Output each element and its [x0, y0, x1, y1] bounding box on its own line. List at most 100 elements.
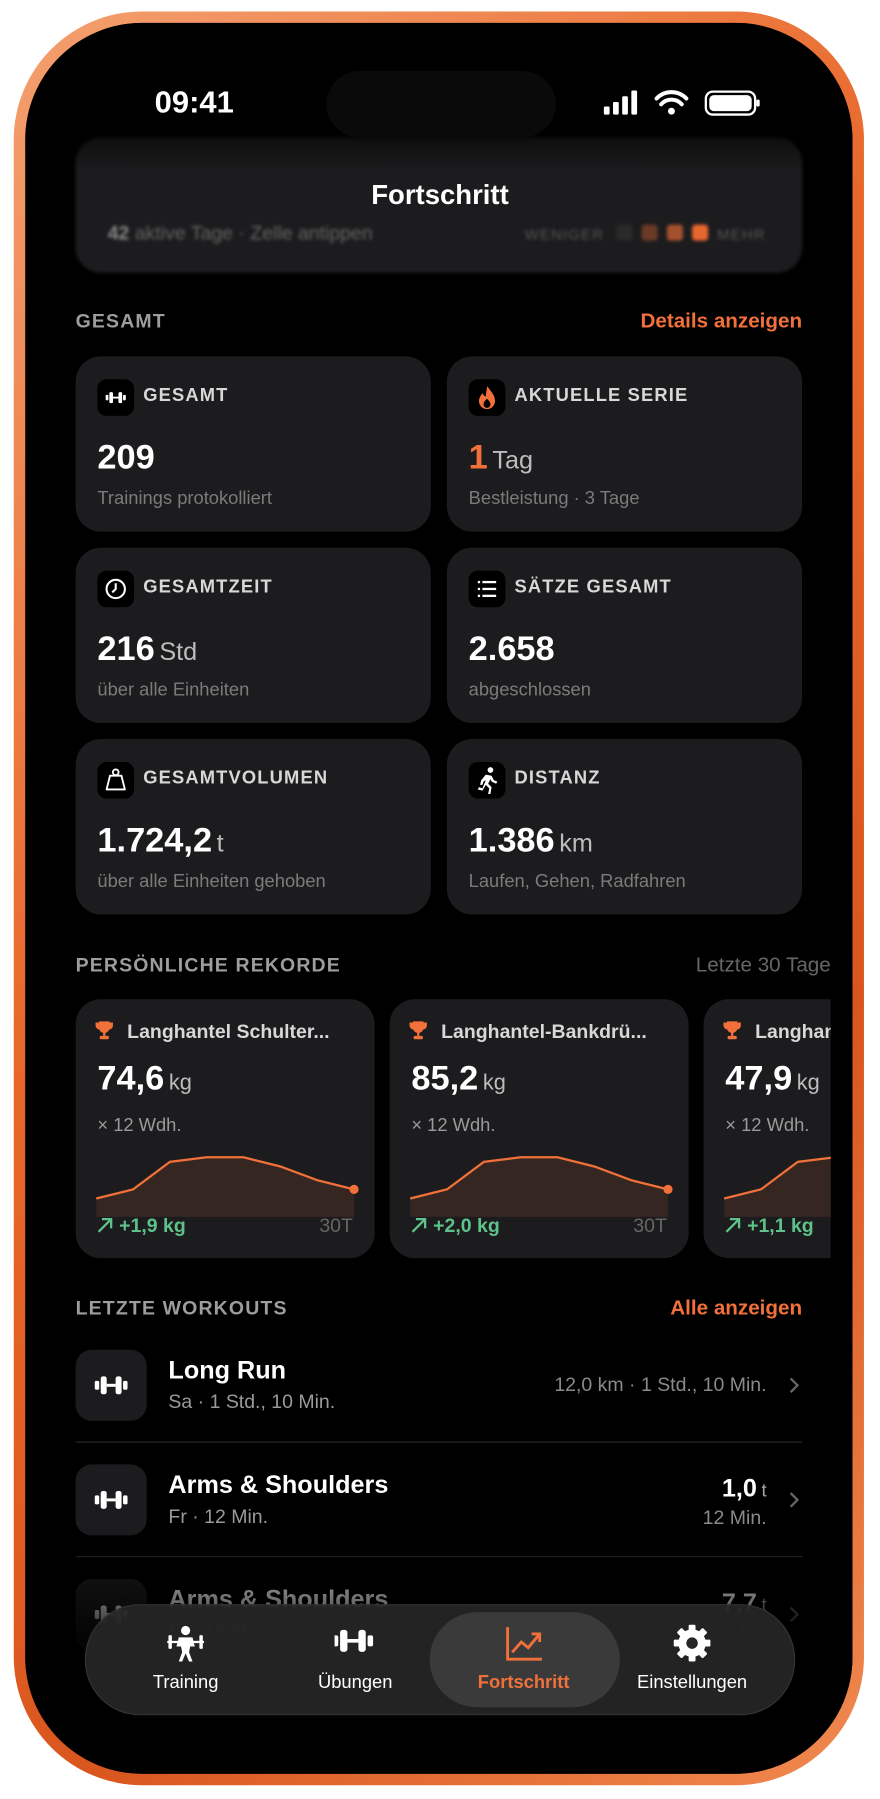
icon-box — [468, 761, 506, 799]
icon-box — [468, 379, 506, 416]
icon-part — [181, 1625, 191, 1636]
icon-part — [477, 767, 498, 795]
workout-unit: t — [761, 1481, 767, 1502]
section-title: LETZTE WORKOUTS — [75, 1297, 288, 1319]
workout-row[interactable]: Long Run Sa · 1 Std., 10 Min. 12,0 km · 1 … — [75, 1349, 802, 1423]
icon — [477, 580, 497, 597]
icon — [673, 1624, 711, 1662]
icon-part — [95, 1021, 113, 1034]
icon-part — [106, 1383, 116, 1387]
stat-value-row: 209 — [97, 439, 154, 478]
icon-part — [100, 1490, 107, 1509]
stat-sub: Trainings protokolliert — [97, 489, 272, 509]
icon — [723, 1021, 741, 1040]
icon-part — [677, 1628, 687, 1638]
icon-box — [468, 570, 506, 608]
icon-part — [413, 1035, 423, 1040]
workout-meta: Sa · 1 Std., 10 Min. — [168, 1391, 336, 1413]
icon-part — [789, 1492, 800, 1508]
icon-part — [697, 1648, 708, 1659]
record-unit: kg — [482, 1071, 506, 1096]
stat-value: 209 — [97, 438, 155, 477]
screen: 42 aktive Tage · Zelle antippen WENIGER … — [25, 22, 853, 1774]
icon-part — [123, 1380, 128, 1390]
sparkline-end — [349, 1184, 359, 1194]
icon — [411, 1218, 427, 1233]
stat-sub: über alle Einheiten — [97, 680, 250, 701]
icon-part — [103, 1032, 106, 1036]
stat-card: AKTUELLE SERIE 1 Tag Bestleistung · 3 Tage — [446, 356, 803, 532]
icon-part — [111, 768, 120, 777]
stat-card: GESAMTZEIT 216 Std über alle Einheiten — [75, 547, 431, 724]
record-card: Langhantel Schulter... 74,6 kg × 12 Wdh. +1,… — [75, 999, 375, 1259]
tab[interactable]: Übungen — [275, 1620, 435, 1700]
icon-part — [94, 1380, 100, 1390]
stat-label: GESAMTVOLUMEN — [143, 768, 329, 789]
stat-unit: Std — [159, 637, 198, 666]
icon — [105, 578, 126, 600]
record-value-row: 74,6 kg — [97, 1060, 191, 1099]
icon-box — [75, 1464, 147, 1536]
icon-part — [123, 394, 126, 401]
stat-value: 1.386 — [468, 821, 555, 860]
icon — [506, 1627, 542, 1661]
tab-bar — [84, 1604, 796, 1716]
stat-card: GESAMT 209 Trainings protokolliert — [75, 356, 431, 532]
page-title: Fortschritt — [371, 179, 509, 211]
stat-sub: abgeschlossen — [468, 680, 591, 701]
record-reps: × 12 Wdh. — [97, 1116, 182, 1136]
icon-part — [725, 1218, 741, 1233]
sparkline-area — [96, 1157, 355, 1217]
records-carousel: Langhantel Schulter... 74,6 kg × 12 Wdh. +1,… — [75, 999, 831, 1260]
stat-sub: über alle Einheiten gehoben — [97, 871, 326, 892]
icon-part — [358, 1629, 366, 1652]
icon-part — [483, 398, 491, 408]
icon-part — [478, 386, 495, 410]
tab-label: Einstellungen — [637, 1672, 748, 1693]
sparkline — [409, 1156, 673, 1217]
icon-part — [94, 1490, 128, 1509]
record-unit: kg — [796, 1071, 820, 1096]
workout-detail: 12 Min. — [702, 1506, 767, 1529]
stat-card: GESAMTVOLUMEN 1.724,2 t über alle Einheiten… — [75, 739, 431, 915]
sparkline-line — [723, 1156, 831, 1200]
tab[interactable]: Training — [105, 1620, 265, 1700]
icon-part — [176, 1637, 195, 1662]
all-link[interactable]: Alle anzeigen — [670, 1295, 803, 1319]
icon — [409, 1021, 427, 1040]
icon-part — [94, 1376, 128, 1395]
icon-part — [347, 1638, 359, 1643]
icon-part — [482, 594, 497, 597]
tab[interactable]: Einstellungen — [612, 1620, 772, 1700]
workout-value: 1,0 — [721, 1473, 757, 1503]
record-change: +1,9 kg — [119, 1214, 186, 1237]
icon-part — [482, 580, 497, 584]
divider — [75, 1441, 803, 1443]
details-link[interactable]: Details anzeigen — [640, 309, 803, 333]
record-value: 74,6 — [97, 1059, 165, 1098]
legend-more: MEHR — [717, 225, 766, 243]
icon-part — [506, 1627, 542, 1661]
icon-part — [105, 578, 126, 600]
icon-part — [417, 1032, 420, 1036]
stat-label: DISTANZ — [514, 768, 601, 789]
section-title: PERSÖNLICHE REKORDE — [75, 954, 341, 977]
icon-part — [723, 1021, 741, 1034]
icon-part — [688, 1653, 696, 1662]
tab[interactable]: Fortschritt — [443, 1620, 603, 1700]
workout-row[interactable]: Arms & Shoulders Fr · 12 Min. 1,0 t 12 Min. — [75, 1464, 802, 1537]
icon-box — [97, 379, 135, 416]
content: 42 aktive Tage · Zelle antippen WENIGER … — [25, 22, 853, 1774]
workout-meta: Fr · 12 Min. — [168, 1505, 269, 1528]
icon — [789, 1377, 800, 1393]
icon — [95, 1021, 113, 1040]
active-days: 42 — [107, 222, 130, 245]
icon-part — [367, 1635, 374, 1647]
stat-sub: Bestleistung · 3 Tage — [468, 489, 640, 509]
status-time: 09:41 — [154, 84, 234, 120]
record-name: Langhantel Schulter... — [127, 1020, 330, 1043]
record-value-row: 47,9 kg — [725, 1060, 819, 1099]
icon-part — [112, 396, 119, 399]
icon-part — [697, 1628, 708, 1638]
